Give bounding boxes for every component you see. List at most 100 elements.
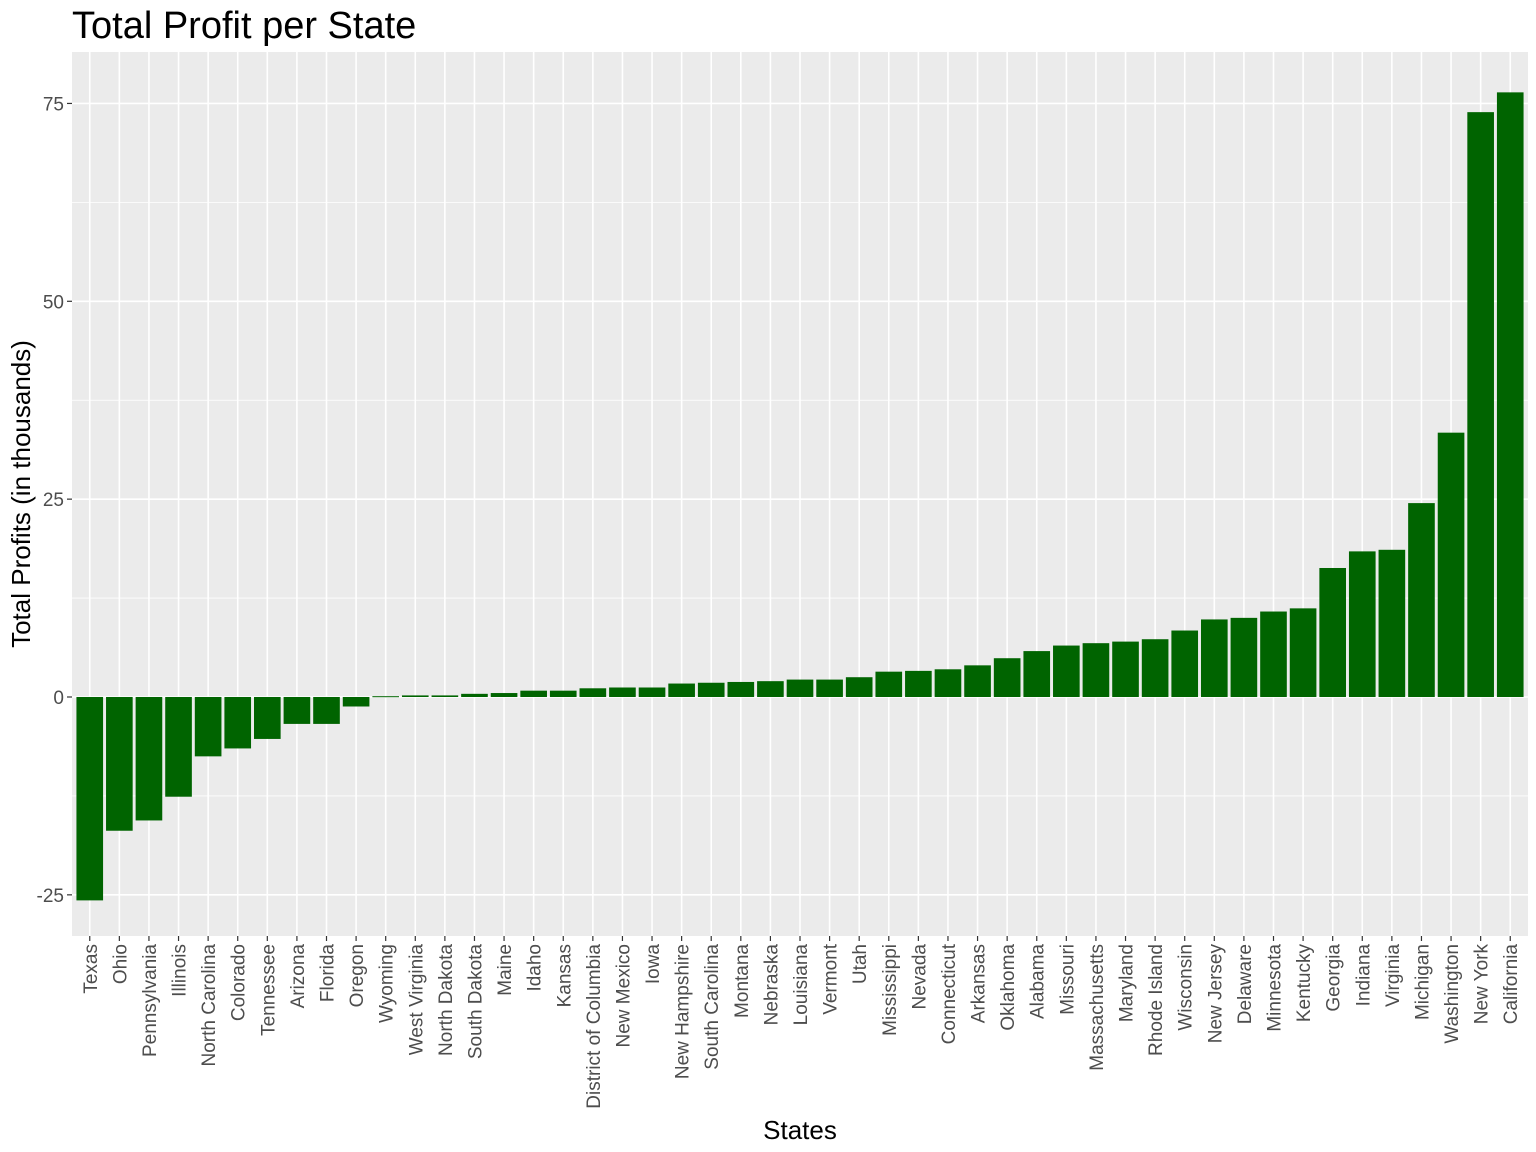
- x-tick-label: Wisconsin: [1176, 944, 1197, 1031]
- bar-texas: [76, 696, 104, 901]
- x-tick-label: New Hampshire: [673, 944, 694, 1079]
- x-tick-label: Vermont: [821, 943, 842, 1014]
- bar-new-york: [1467, 112, 1494, 697]
- x-tick-label: North Dakota: [436, 944, 457, 1056]
- bar-tennessee: [254, 696, 281, 739]
- x-tick-label: South Dakota: [465, 944, 486, 1060]
- x-tick-label: Connecticut: [939, 943, 960, 1044]
- bar-alabama: [1023, 651, 1051, 697]
- bar-arkansas: [964, 665, 991, 697]
- x-tick-label: New York: [1472, 944, 1493, 1025]
- bar-michigan: [1408, 503, 1435, 697]
- bar-maine: [490, 693, 518, 697]
- x-tick-label: Massachusetts: [1087, 944, 1108, 1071]
- bar-california: [1496, 92, 1524, 697]
- x-tick-label: West Virginia: [406, 944, 427, 1056]
- x-tick-label: Utah: [850, 944, 871, 984]
- bar-kentucky: [1289, 608, 1317, 697]
- y-tick-label: -25: [37, 886, 64, 907]
- bar-arizona: [283, 696, 311, 724]
- y-tick-label: 50: [43, 292, 64, 313]
- x-axis: Texas Ohio Pennsylvania Illinois North Carol…: [81, 936, 1522, 1109]
- x-tick-label: Arkansas: [969, 944, 990, 1023]
- bar-virginia: [1378, 549, 1406, 697]
- bar-montana: [727, 681, 755, 697]
- y-axis-title: Total Profits (in thousands): [6, 340, 36, 648]
- x-tick-label: Montana: [732, 944, 753, 1018]
- bar-indiana: [1348, 551, 1376, 697]
- bar-oklahoma: [993, 658, 1021, 697]
- x-tick-label: Wyoming: [377, 944, 398, 1023]
- bar-washington: [1437, 432, 1465, 697]
- x-tick-label: North Carolina: [199, 944, 220, 1067]
- bar-iowa: [638, 687, 666, 697]
- bar-connecticut: [934, 669, 962, 697]
- x-tick-label: Nebraska: [761, 944, 782, 1026]
- x-tick-label: Virginia: [1383, 944, 1404, 1007]
- bar-missouri: [1053, 645, 1080, 697]
- bar-new-mexico: [609, 687, 636, 697]
- bar-west-virginia: [401, 695, 429, 697]
- bar-north-dakota: [431, 695, 459, 697]
- x-tick-label: Iowa: [643, 944, 664, 985]
- x-tick-label: Oregon: [347, 944, 368, 1007]
- bar-district-of-columbia: [579, 688, 607, 697]
- bar-new-jersey: [1200, 619, 1228, 697]
- x-tick-label: Maine: [495, 944, 516, 996]
- bar-maryland: [1112, 641, 1139, 697]
- bar-colorado: [224, 696, 252, 749]
- x-tick-label: South Carolina: [702, 944, 723, 1070]
- bar-idaho: [520, 690, 547, 697]
- x-tick-label: Texas: [81, 944, 102, 994]
- x-tick-label: Minnesota: [1264, 944, 1285, 1032]
- bar-delaware: [1230, 617, 1258, 697]
- y-tick-label: 75: [43, 94, 64, 115]
- bar-georgia: [1319, 567, 1346, 697]
- x-tick-label: Indiana: [1353, 944, 1374, 1007]
- bar-north-carolina: [194, 696, 222, 757]
- x-tick-label: Nevada: [909, 944, 930, 1010]
- bar-wyoming: [372, 696, 400, 698]
- x-tick-label: Tennessee: [258, 944, 279, 1036]
- x-tick-label: District of Columbia: [584, 944, 605, 1109]
- bar-nevada: [905, 670, 932, 697]
- bar-mississippi: [875, 671, 903, 697]
- bar-pennsylvania: [135, 696, 163, 821]
- x-tick-label: Colorado: [229, 944, 250, 1021]
- bars: [76, 92, 1524, 901]
- bar-wisconsin: [1171, 630, 1199, 697]
- x-tick-label: Florida: [318, 944, 339, 1003]
- bar-south-dakota: [461, 693, 488, 697]
- x-tick-label: Mississippi: [880, 944, 901, 1036]
- x-tick-label: Ohio: [110, 944, 131, 984]
- x-tick-label: Maryland: [1117, 944, 1138, 1022]
- bar-ohio: [106, 696, 133, 831]
- x-tick-label: Idaho: [525, 944, 546, 992]
- x-tick-label: New Mexico: [613, 944, 634, 1047]
- x-tick-label: Illinois: [170, 944, 191, 997]
- y-tick-label: 0: [53, 688, 64, 709]
- x-tick-label: Delaware: [1235, 944, 1256, 1024]
- x-tick-label: Rhode Island: [1146, 944, 1167, 1056]
- x-tick-label: Alabama: [1028, 944, 1049, 1019]
- x-tick-label: Pennsylvania: [140, 944, 161, 1057]
- bar-minnesota: [1260, 611, 1287, 697]
- bar-utah: [845, 677, 873, 697]
- y-tick-label: 25: [43, 490, 64, 511]
- x-tick-label: Kansas: [554, 944, 575, 1007]
- bar-rhode-island: [1141, 639, 1169, 697]
- bar-south-carolina: [697, 682, 725, 697]
- x-tick-label: California: [1501, 944, 1522, 1025]
- bar-new-hampshire: [668, 683, 695, 697]
- x-tick-label: Michigan: [1412, 944, 1433, 1020]
- bar-illinois: [165, 696, 192, 797]
- y-axis: -25 0 25 50 75: [37, 94, 72, 907]
- bar-oregon: [342, 696, 370, 707]
- x-tick-label: Georgia: [1324, 944, 1345, 1012]
- x-tick-label: Louisiana: [791, 944, 812, 1026]
- x-axis-title: States: [763, 1115, 837, 1145]
- chart-title: Total Profit per State: [72, 5, 416, 47]
- bar-louisiana: [786, 679, 814, 697]
- x-tick-label: Washington: [1442, 944, 1463, 1044]
